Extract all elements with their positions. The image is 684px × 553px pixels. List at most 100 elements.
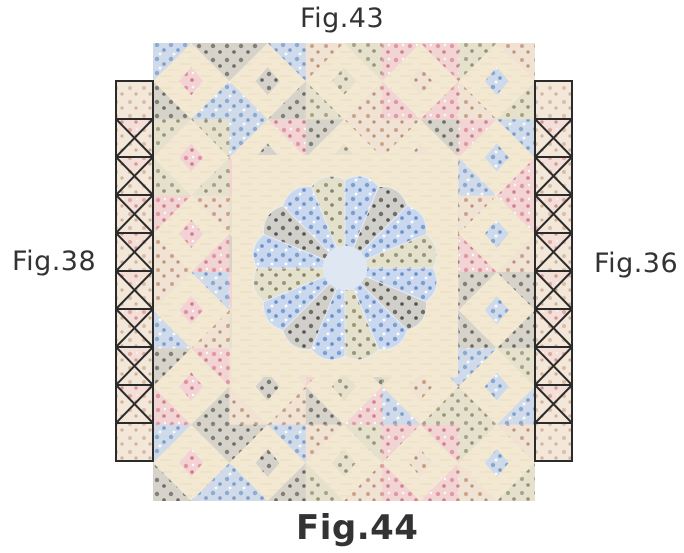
border-triangle (116, 309, 153, 328)
patch-triangle (153, 195, 192, 234)
figure-label-right: Fig.36 (594, 248, 679, 279)
patch-triangle (420, 81, 459, 120)
border-triangle (535, 309, 572, 328)
patch-diamond (408, 448, 433, 477)
border-diagonal (115, 346, 154, 386)
patch-triangle (267, 119, 306, 158)
patch-triangle (382, 119, 421, 158)
patch-triangle (382, 424, 421, 463)
patch-triangle (191, 386, 230, 425)
patch-triangle (191, 424, 230, 463)
patch-diamond (408, 372, 433, 401)
patch-triangle (382, 81, 421, 120)
border-cell (115, 308, 154, 348)
patch-triangle (496, 310, 535, 349)
figure-label-top: Fig.43 (300, 3, 385, 34)
border-cell (534, 422, 573, 462)
patch-triangle (267, 462, 306, 501)
patch-diamond (179, 296, 204, 325)
medallion-center (323, 246, 367, 290)
border-cell (115, 80, 154, 120)
patch-triangle (229, 462, 268, 501)
patch-triangle (344, 424, 383, 463)
patch-triangle (153, 233, 192, 272)
patch-triangle (344, 81, 383, 120)
pieced-block (458, 195, 535, 272)
patch-triangle (496, 462, 535, 501)
border-cell-outline (115, 422, 154, 462)
patch-triangle (191, 310, 230, 349)
pieced-block (305, 424, 383, 501)
border-cell (534, 270, 573, 310)
pieced-block (153, 424, 230, 501)
border-cell-fabric (116, 81, 153, 119)
patch-diamond (179, 448, 204, 477)
patch-triangle (420, 119, 459, 158)
border-diagonal (534, 194, 573, 234)
patch-triangle (191, 157, 230, 196)
patch-triangle (153, 310, 192, 349)
border-triangle (535, 271, 572, 290)
border-cell-fabric (116, 423, 153, 461)
patch-triangle (458, 43, 497, 82)
border-triangle (116, 195, 153, 214)
pieced-block (229, 43, 306, 120)
patch-triangle (229, 43, 268, 82)
pieced-block (458, 348, 535, 425)
border-triangle (535, 347, 572, 366)
patch-triangle (153, 81, 192, 120)
border-diagonal (115, 308, 154, 348)
patch-triangle (191, 195, 230, 234)
patch-triangle (496, 272, 535, 311)
pieced-block (458, 272, 535, 349)
patch-triangle (305, 424, 344, 463)
border-diagonal (115, 270, 154, 310)
dresden-plate-medallion (252, 175, 438, 361)
patch-triangle (496, 119, 535, 158)
border-cell (115, 346, 154, 386)
pieced-block (382, 43, 459, 120)
patch-diamond (179, 372, 204, 401)
patch-triangle (496, 81, 535, 120)
border-diagonal (534, 346, 573, 386)
patch-triangle (458, 386, 497, 425)
pieced-block (153, 348, 230, 425)
patch-triangle (191, 348, 230, 387)
pieced-block (153, 195, 230, 272)
pieced-block (153, 43, 230, 120)
patch-triangle (458, 233, 497, 272)
patch-triangle (267, 43, 306, 82)
patch-diamond (408, 67, 433, 96)
border-triangle (535, 195, 572, 214)
border-diagonal (115, 118, 154, 158)
patch-triangle (153, 424, 192, 463)
pieced-block (153, 272, 230, 349)
patch-triangle (458, 424, 497, 463)
pieced-block (458, 424, 535, 501)
border-cell (115, 194, 154, 234)
patch-triangle (496, 233, 535, 272)
border-diagonal (534, 232, 573, 272)
figure-label-left: Fig.38 (12, 246, 97, 277)
border-cell-fabric (535, 423, 572, 461)
patch-triangle (382, 462, 421, 501)
pieced-block (305, 43, 383, 120)
border-diagonal (115, 156, 154, 196)
patch-triangle (458, 119, 497, 158)
patch-triangle (420, 424, 459, 463)
patch-triangle (420, 386, 459, 425)
patch-triangle (305, 386, 344, 425)
patch-triangle (191, 81, 230, 120)
border-diagonal (115, 232, 154, 272)
patch-triangle (382, 43, 421, 82)
patch-diamond (484, 219, 509, 248)
border-triangle (116, 271, 153, 290)
border-cell (115, 232, 154, 272)
patch-triangle (229, 119, 268, 158)
patch-triangle (229, 386, 268, 425)
patch-triangle (458, 81, 497, 120)
pieced-block (382, 424, 459, 501)
patch-triangle (382, 386, 421, 425)
border-cell (534, 346, 573, 386)
